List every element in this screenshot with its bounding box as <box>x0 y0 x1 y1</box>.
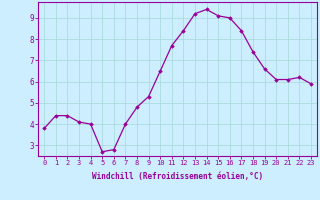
X-axis label: Windchill (Refroidissement éolien,°C): Windchill (Refroidissement éolien,°C) <box>92 172 263 181</box>
